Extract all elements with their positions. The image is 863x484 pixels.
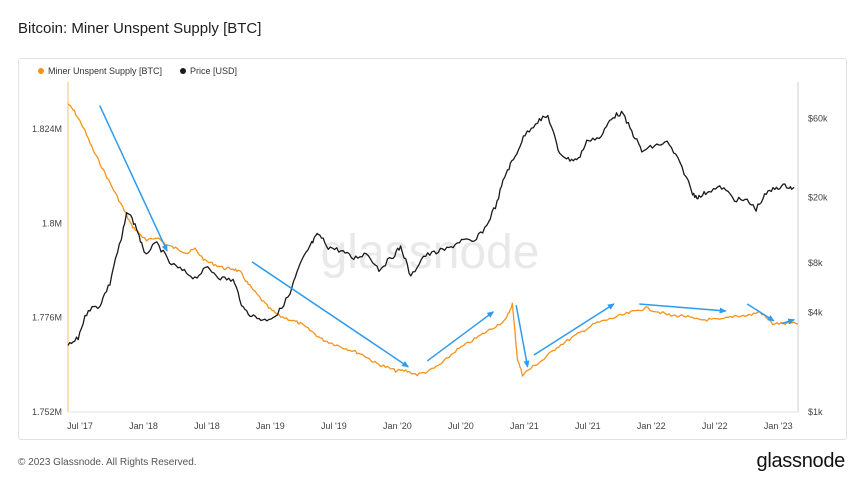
legend-item-supply[interactable]: Miner Unspent Supply [BTC] (38, 66, 162, 76)
x-tick-label: Jan '20 (383, 421, 412, 431)
y-right-tick-label: $4k (808, 308, 823, 318)
annotation-arrow (515, 305, 530, 368)
x-tick-label: Jul '19 (321, 421, 347, 431)
annotation-arrow (533, 303, 615, 356)
supply-series-line (67, 103, 799, 377)
x-tick-label: Jan '19 (256, 421, 285, 431)
right-axis: $1k $4k $8k $20k $60k (808, 114, 828, 417)
annotation-arrow (426, 311, 495, 362)
annotation-arrow (781, 318, 796, 325)
y-right-tick-label: $8k (808, 258, 823, 268)
y-left-tick-label: 1.776M (32, 313, 62, 323)
series-layer (67, 103, 799, 377)
x-tick-label: Jan '23 (764, 421, 793, 431)
annotation-arrow (99, 105, 168, 252)
y-left-tick-label: 1.752M (32, 407, 62, 417)
x-tick-label: Jul '18 (194, 421, 220, 431)
price-series-line (67, 110, 795, 346)
annotation-arrow (251, 261, 410, 368)
y-right-tick-label: $20k (808, 192, 828, 202)
legend-label-supply: Miner Unspent Supply [BTC] (48, 66, 163, 76)
left-axis: 1.752M 1.776M 1.8M 1.824M (32, 124, 62, 417)
chart-legend: Miner Unspent Supply [BTC] Price [USD] (38, 66, 237, 76)
x-tick-label: Jul '17 (67, 421, 93, 431)
x-tick-label: Jan '18 (129, 421, 158, 431)
x-tick-label: Jan '21 (510, 421, 539, 431)
annotation-arrows (99, 105, 796, 368)
x-tick-label: Jul '22 (702, 421, 728, 431)
annotation-arrow (746, 303, 775, 322)
annotation-arrow (639, 303, 727, 314)
x-tick-label: Jul '21 (575, 421, 601, 431)
x-tick-label: Jan '22 (637, 421, 666, 431)
x-tick-label: Jul '20 (448, 421, 474, 431)
legend-label-price: Price [USD] (190, 66, 238, 76)
legend-dot-price-icon (180, 68, 187, 74)
y-left-tick-label: 1.8M (42, 218, 62, 228)
legend-dot-supply-icon (38, 68, 44, 74)
y-left-tick-label: 1.824M (32, 124, 62, 134)
y-right-tick-label: $1k (808, 407, 823, 417)
page-title: Bitcoin: Miner Unspent Supply [BTC] (18, 20, 262, 37)
copyright-footer: © 2023 Glassnode. All Rights Reserved. (18, 457, 197, 468)
y-right-tick-label: $60k (808, 114, 828, 124)
legend-item-price[interactable]: Price [USD] (180, 66, 237, 76)
watermark-text: glassnode (321, 226, 540, 279)
x-axis: Jul '17 Jan '18 Jul '18 Jan '19 Jul '19 Jan '… (67, 421, 793, 431)
brand-logo[interactable]: glassnode (756, 450, 846, 472)
grid-lines (67, 82, 799, 413)
chart-frame (18, 58, 847, 440)
